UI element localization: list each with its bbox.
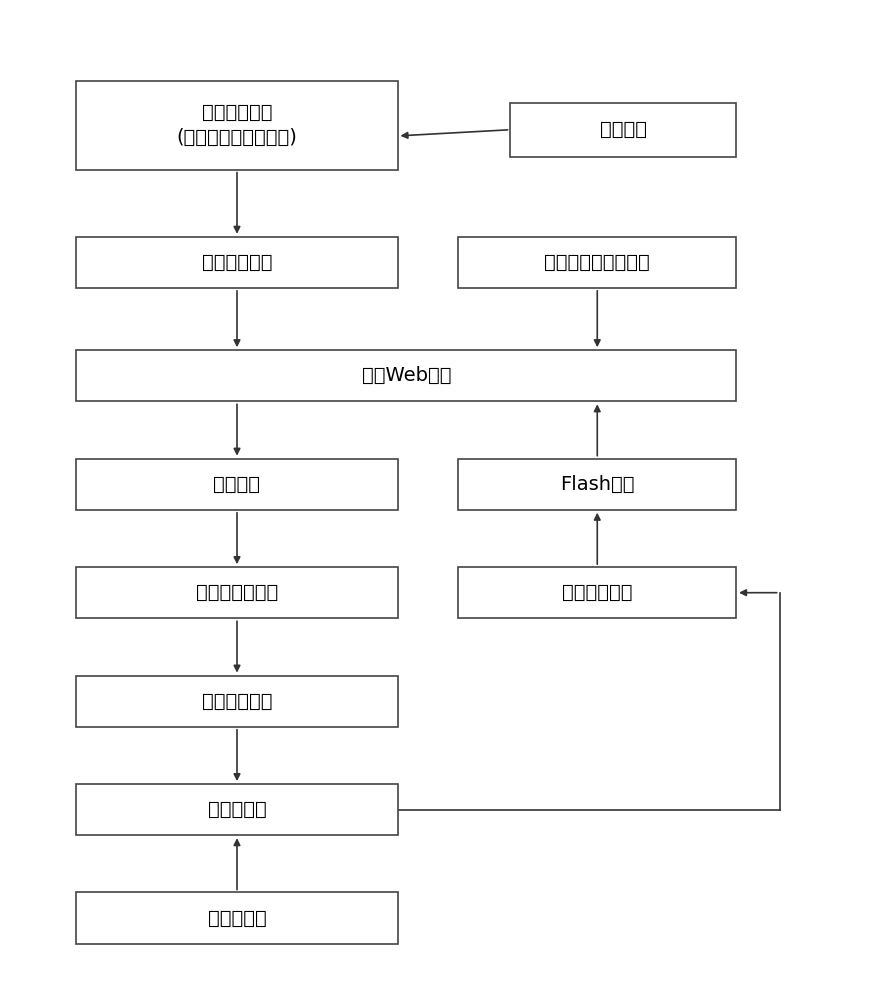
Text: Flash显示: Flash显示 [560,475,634,494]
Bar [77,237,398,288]
Text: 用户输入界面
(调用实时数据库数据): 用户输入界面 (调用实时数据库数据) [176,103,297,147]
Text: 人工校正: 人工校正 [600,120,647,139]
Bar [77,81,398,170]
Bar [511,103,736,157]
Bar [77,676,398,727]
Bar [77,567,398,618]
Text: 数据库接口: 数据库接口 [207,800,266,819]
Bar [459,567,736,618]
Text: 模拟计算命令: 模拟计算命令 [202,253,273,272]
Text: 数据接口: 数据接口 [213,475,260,494]
Text: 分馏塔计算模型: 分馏塔计算模型 [196,583,278,602]
Text: 用户Web界面: 用户Web界面 [362,366,451,385]
Bar [459,237,736,288]
Bar [77,784,398,835]
Bar [459,459,736,510]
Bar [77,350,736,401]
Text: 实时数据库: 实时数据库 [207,909,266,928]
Text: 模拟计算结果: 模拟计算结果 [202,692,273,711]
Text: 模拟计算结果可视化: 模拟计算结果可视化 [544,253,650,272]
Bar [77,892,398,944]
Bar [77,459,398,510]
Text: 信息发布模块: 信息发布模块 [562,583,632,602]
